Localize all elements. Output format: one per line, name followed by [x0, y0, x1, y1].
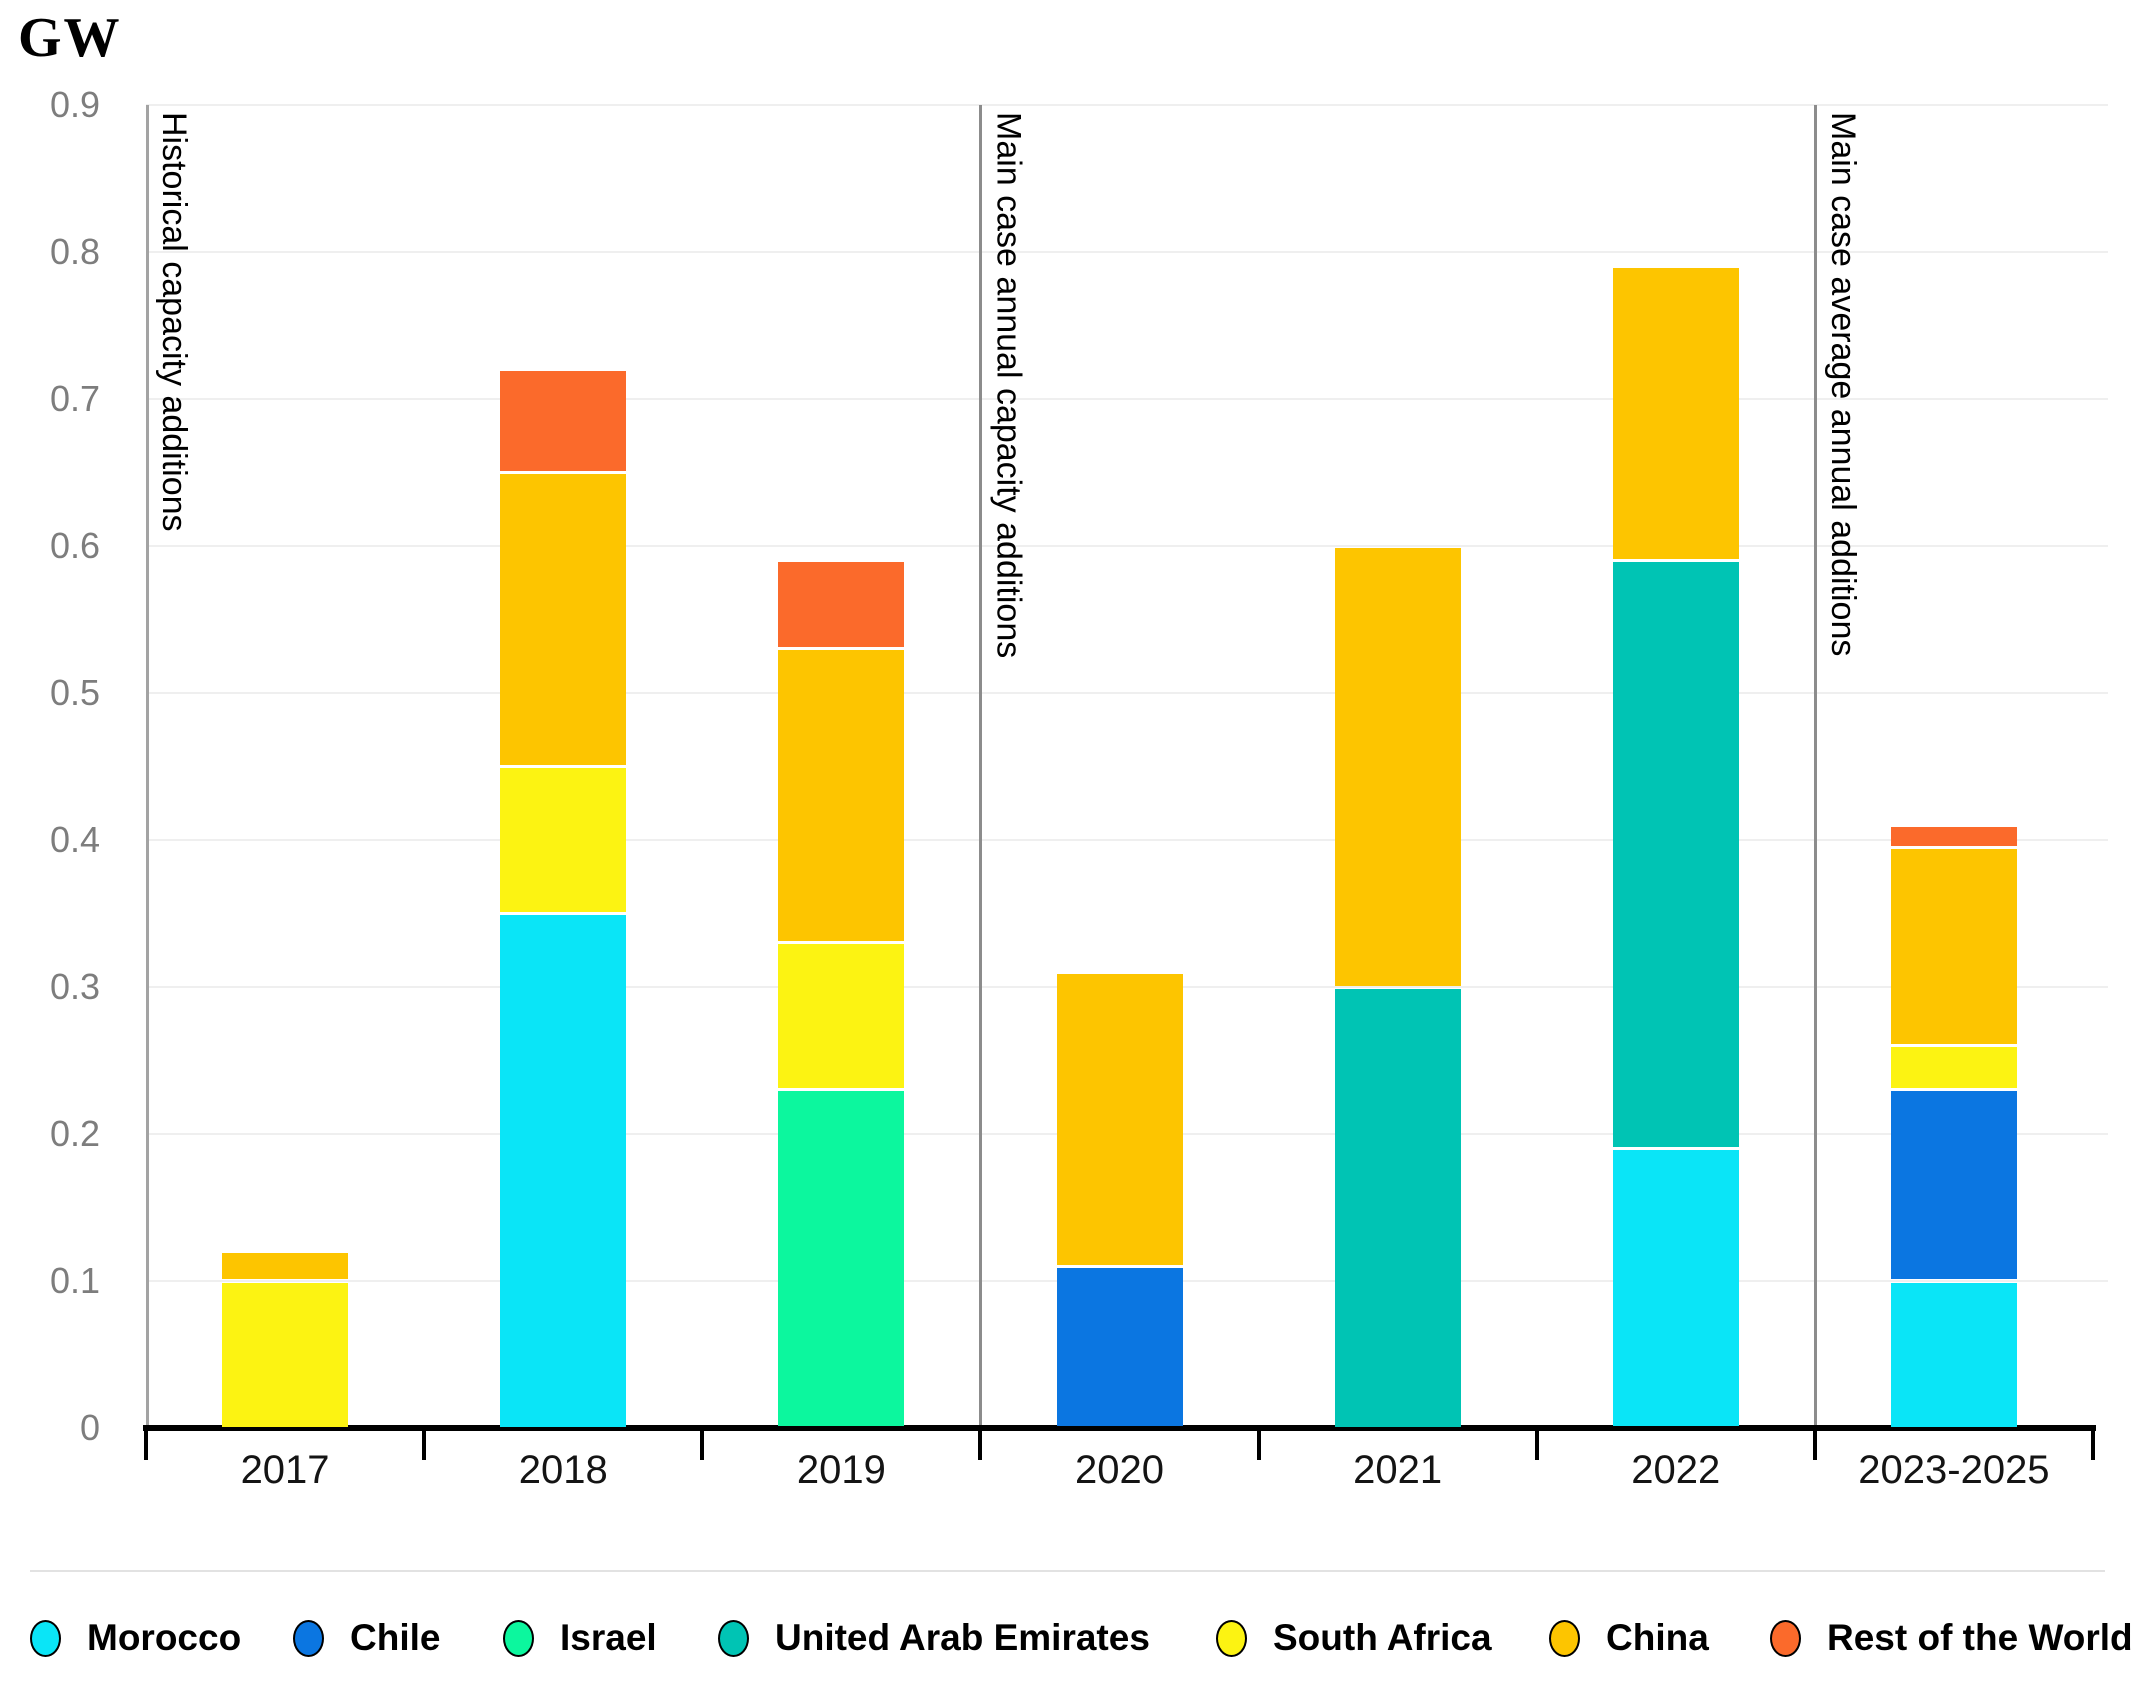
- bar-segment-south-africa: [778, 944, 905, 1089]
- y-axis-tick-label: 0.5: [49, 672, 100, 713]
- x-axis-tick: [1812, 1426, 1817, 1460]
- legend-label: China: [1606, 1617, 1709, 1658]
- bar-segment-israel: [778, 1091, 905, 1427]
- y-gridline: [146, 251, 2108, 253]
- bar-segment-south-africa: [1890, 1047, 2017, 1089]
- x-axis-category-label: 2020: [1075, 1448, 1164, 1492]
- bar-segment-chile: [1890, 1091, 2017, 1280]
- x-axis-category-label: 2022: [1631, 1448, 1721, 1492]
- legend-color-dot: [30, 1619, 61, 1657]
- x-axis-tick: [1534, 1426, 1539, 1460]
- legend-item[interactable]: United Arab Emirates: [718, 1617, 1150, 1659]
- x-axis-category-label: 2021: [1353, 1448, 1443, 1492]
- bar-segment-united-arab-emirates: [1612, 562, 1739, 1148]
- bar-segment-rest-of-the-world: [778, 562, 905, 648]
- legend-item[interactable]: Rest of the World: [1770, 1617, 2133, 1659]
- bar-segment-south-africa: [500, 768, 627, 912]
- legend-label: United Arab Emirates: [775, 1617, 1150, 1658]
- y-axis-tick-label: 0.8: [49, 231, 100, 272]
- legend-divider: [30, 1570, 2105, 1572]
- x-axis-tick: [978, 1426, 983, 1460]
- y-axis-tick-label: 0.9: [49, 84, 100, 125]
- legend-item[interactable]: South Africa: [1216, 1617, 1492, 1659]
- legend-item[interactable]: Israel: [503, 1617, 657, 1659]
- x-axis-tick: [2091, 1426, 2095, 1460]
- bar-segment-china: [1334, 547, 1461, 986]
- y-gridline: [146, 104, 2108, 106]
- legend-color-dot: [1770, 1619, 1801, 1657]
- section-separator: [979, 105, 983, 1428]
- y-axis-tick-label: 0.3: [49, 966, 100, 1007]
- bar-segment-china: [1056, 973, 1183, 1265]
- x-axis-tick: [144, 1426, 148, 1460]
- legend-label: Chile: [350, 1617, 441, 1658]
- x-axis-tick: [422, 1426, 427, 1460]
- y-axis-line: [146, 105, 149, 1428]
- y-axis-tick-label: 0.6: [49, 525, 100, 566]
- y-axis-tick-label: 0.2: [49, 1113, 100, 1154]
- bar-segment-united-arab-emirates: [1334, 988, 1461, 1427]
- x-axis-category-label: 2023-2025: [1858, 1448, 2050, 1492]
- bar-segment-south-africa: [222, 1282, 349, 1427]
- legend-color-dot: [718, 1619, 749, 1657]
- section-label: Historical capacity additions: [155, 112, 193, 532]
- legend-color-dot: [1549, 1619, 1580, 1657]
- y-axis-tick-label: 0.4: [49, 819, 100, 860]
- legend-label: Israel: [560, 1617, 657, 1658]
- section-separator: [1813, 105, 1817, 1428]
- x-axis-category-label: 2017: [240, 1448, 330, 1492]
- bar-segment-china: [778, 650, 905, 942]
- x-axis-category-label: 2019: [796, 1448, 886, 1492]
- bar-segment-chile: [1056, 1267, 1183, 1427]
- bar-segment-morocco: [500, 915, 627, 1427]
- y-gridline: [146, 839, 2108, 841]
- legend-label: Rest of the World: [1827, 1617, 2133, 1658]
- bar-segment-china: [222, 1253, 349, 1280]
- x-axis-tick: [700, 1426, 705, 1460]
- bar-segment-rest-of-the-world: [1890, 826, 2017, 846]
- bar-segment-morocco: [1890, 1282, 2017, 1427]
- y-axis-tick-label: 0: [79, 1407, 100, 1448]
- bar-segment-rest-of-the-world: [500, 371, 627, 471]
- section-label: Main case average annual additions: [1823, 112, 1862, 657]
- legend-item[interactable]: Morocco: [30, 1617, 241, 1659]
- x-axis-line: [143, 1425, 2096, 1431]
- chart-unit-title: GW: [18, 7, 122, 69]
- bar-segment-china: [1890, 848, 2017, 1045]
- y-gridline: [146, 545, 2108, 547]
- y-gridline: [146, 398, 2108, 400]
- legend-item[interactable]: Chile: [293, 1617, 440, 1659]
- legend-item[interactable]: China: [1549, 1617, 1709, 1659]
- legend-label: South Africa: [1273, 1617, 1492, 1658]
- y-gridline: [146, 692, 2108, 694]
- x-axis-tick: [1256, 1426, 1261, 1460]
- section-label: Main case annual capacity additions: [989, 112, 1028, 659]
- bar-segment-china: [500, 474, 627, 765]
- legend-color-dot: [1216, 1619, 1247, 1657]
- x-axis-category-label: 2018: [518, 1448, 608, 1492]
- y-axis-tick-label: 0.7: [49, 378, 100, 419]
- bar-segment-morocco: [1612, 1150, 1739, 1427]
- legend-color-dot: [503, 1619, 534, 1657]
- legend-color-dot: [293, 1619, 324, 1657]
- bar-segment-china: [1612, 268, 1739, 560]
- legend-label: Morocco: [87, 1617, 242, 1658]
- y-axis-tick-label: 0.1: [49, 1260, 100, 1301]
